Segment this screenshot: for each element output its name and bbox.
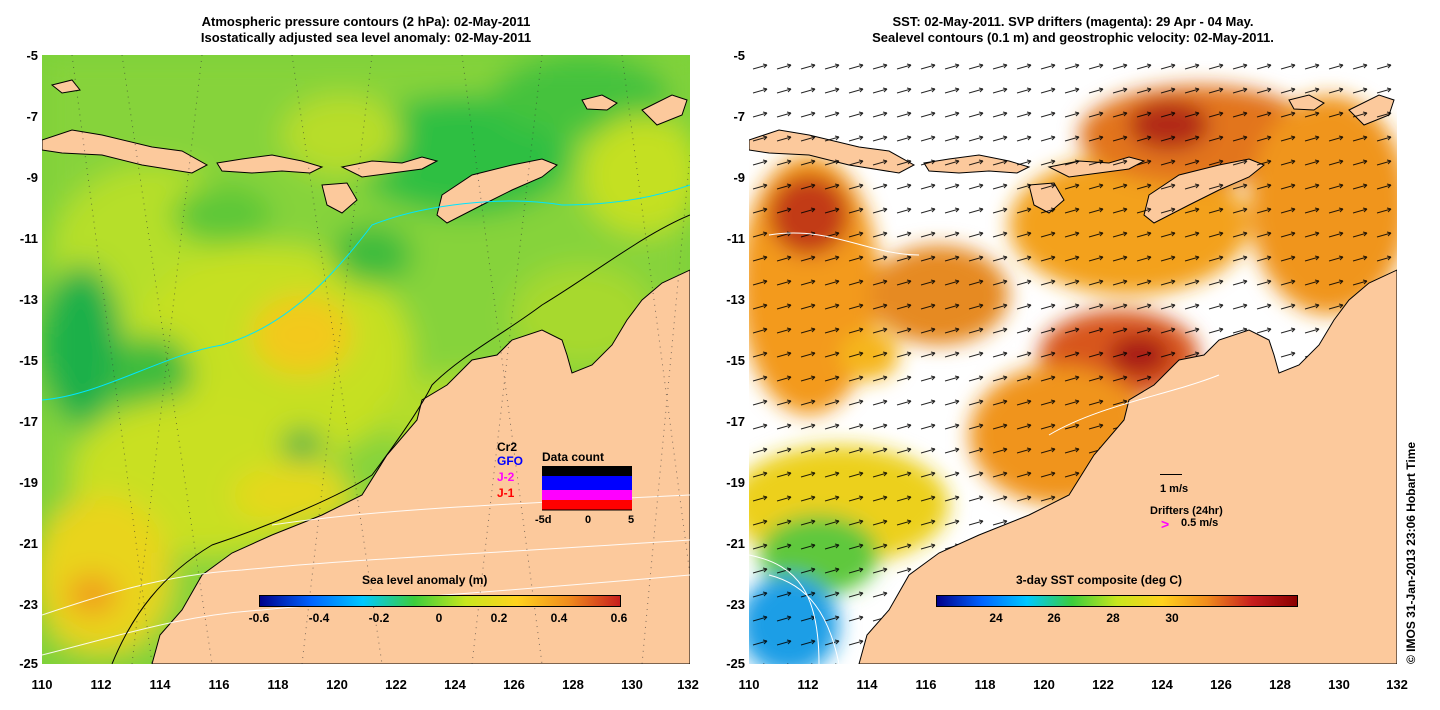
right-title-line1: SST: 02-May-2011. SVP drifters (magenta)… [892, 14, 1254, 29]
drifters-speed: 0.5 m/s [1181, 517, 1219, 529]
left-title-line1: Atmospheric pressure contours (2 hPa): 0… [201, 14, 531, 29]
data-count-title: Data count [542, 450, 605, 464]
sst-colorbar [936, 595, 1298, 607]
sat-label-j2: J-2 [497, 470, 515, 484]
sst-tick-26: 26 [1047, 611, 1061, 625]
right-xtick: 110 [738, 677, 760, 692]
sst-map[interactable]: 1 m/s Drifters (24hr) > 0.5 m/s 3-day SS… [749, 55, 1397, 664]
left-ytick: -11 [19, 231, 38, 246]
right-ytick: -15 [726, 353, 745, 368]
sla-tick-3: 0 [435, 611, 443, 625]
data-count-tick-0: 0 [585, 514, 592, 526]
right-ytick: -21 [726, 536, 745, 551]
islands [42, 79, 688, 224]
left-xtick: 132 [677, 677, 699, 692]
right-xtick: 114 [856, 677, 878, 692]
sla-tick-0: -0.6 [248, 611, 270, 625]
velocity-arrows [749, 55, 1397, 664]
left-ytick: -19 [19, 475, 38, 490]
right-ytick: -25 [726, 656, 745, 671]
left-xtick: 120 [326, 677, 348, 692]
sla-map-canvas [42, 55, 690, 664]
sst-tick-24: 24 [989, 611, 1003, 625]
velocity-scale-arrow [1160, 474, 1182, 475]
velocity-scale-label: 1 m/s [1160, 483, 1189, 495]
right-title: SST: 02-May-2011. SVP drifters (magenta)… [749, 14, 1397, 46]
left-xtick: 116 [208, 677, 230, 692]
imos-credit: © IMOS 31-Jan-2013 23:06 Hobart Time [1404, 441, 1418, 664]
right-xtick: 126 [1210, 677, 1232, 692]
data-count-tick-neg5: -5d [535, 514, 552, 526]
left-ytick: -15 [19, 353, 38, 368]
drifter-symbol: > [1161, 516, 1170, 532]
right-ytick: -13 [726, 292, 745, 307]
right-ytick: -19 [726, 475, 745, 490]
sla-colorbar [259, 595, 621, 607]
left-title-line2: Isostatically adjusted sea level anomaly… [200, 30, 532, 45]
right-title-line2: Sealevel contours (0.1 m) and geostrophi… [872, 30, 1274, 45]
sla-tick-2: -0.2 [368, 611, 390, 625]
satellite-tracks [71, 55, 690, 664]
right-ytick: -11 [726, 231, 745, 246]
left-xtick: 112 [90, 677, 112, 692]
data-count-bars [542, 466, 632, 511]
left-xtick: 114 [149, 677, 171, 692]
sat-label-gfo: GFO [497, 454, 523, 468]
left-xtick: 122 [385, 677, 407, 692]
left-xtick: 110 [31, 677, 53, 692]
sat-label-j1: J-1 [497, 486, 515, 500]
right-ytick: -5 [733, 48, 745, 63]
sla-tick-6: 0.6 [610, 611, 628, 625]
sst-map-canvas [749, 55, 1397, 664]
right-xtick: 122 [1092, 677, 1114, 692]
drifters-label: Drifters (24hr) [1150, 505, 1223, 517]
bathymetry-lines [42, 184, 690, 664]
left-ytick: -13 [19, 292, 38, 307]
left-ytick: -21 [19, 536, 38, 551]
right-ytick: -7 [733, 109, 745, 124]
right-xtick: 124 [1151, 677, 1173, 692]
right-xtick: 132 [1386, 677, 1408, 692]
left-xtick: 126 [503, 677, 525, 692]
left-xtick: 128 [562, 677, 584, 692]
right-xtick: 112 [797, 677, 819, 692]
sla-tick-1: -0.4 [308, 611, 330, 625]
data-count-inset: Cr2 GFO J-2 J-1 Data count -5d 0 5 [497, 440, 657, 540]
left-ytick: -7 [26, 109, 38, 124]
right-ytick: -17 [726, 414, 745, 429]
data-count-tick-5: 5 [628, 514, 635, 526]
left-ytick: -23 [19, 597, 38, 612]
sst-tick-28: 28 [1106, 611, 1120, 625]
left-xtick: 130 [621, 677, 643, 692]
right-xtick: 128 [1269, 677, 1291, 692]
right-ytick: -9 [733, 170, 745, 185]
right-xtick: 116 [915, 677, 937, 692]
australia-land [151, 269, 690, 664]
sla-colorbar-label: Sea level anomaly (m) [362, 573, 488, 587]
left-title: Atmospheric pressure contours (2 hPa): 0… [42, 14, 690, 46]
right-xtick: 130 [1328, 677, 1350, 692]
sst-colorbar-label: 3-day SST composite (deg C) [1016, 573, 1183, 587]
left-ytick: -9 [26, 170, 38, 185]
sla-map[interactable]: Cr2 GFO J-2 J-1 Data count -5d 0 5 Sea l… [42, 55, 690, 664]
sla-tick-4: 0.2 [490, 611, 508, 625]
sla-field [42, 55, 690, 664]
sat-label-cr2: Cr2 [497, 440, 518, 454]
left-ytick: -5 [26, 48, 38, 63]
right-xtick: 118 [974, 677, 996, 692]
left-ytick: -17 [19, 414, 38, 429]
left-ytick: -25 [19, 656, 38, 671]
sla-tick-5: 0.4 [550, 611, 568, 625]
right-ytick: -23 [726, 597, 745, 612]
right-xtick: 120 [1033, 677, 1055, 692]
sealevel-contours [749, 232, 1220, 664]
left-xtick: 124 [444, 677, 466, 692]
left-xtick: 118 [267, 677, 289, 692]
sst-tick-30: 30 [1165, 611, 1179, 625]
